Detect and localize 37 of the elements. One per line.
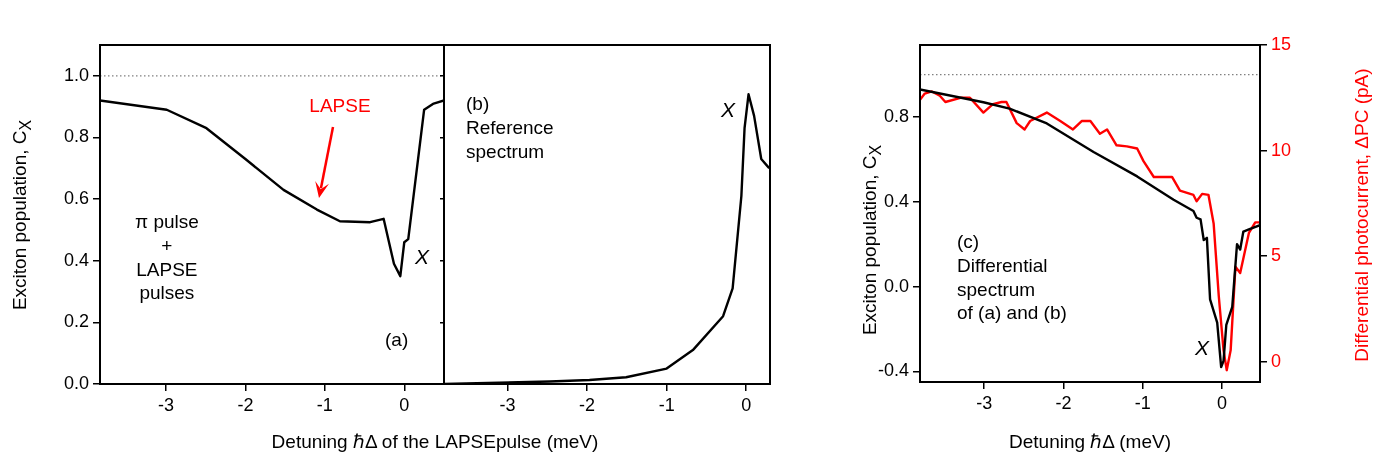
y-tick-label: 0.0 [883, 275, 909, 296]
x-tick-label: -2 [579, 394, 596, 415]
y-tick-label: -0.4 [877, 360, 909, 381]
x-tick-label: -3 [499, 394, 516, 415]
x-axis-title: Detuning ℏΔ of the LAPSEpulse (meV) [271, 430, 599, 454]
x-tick-label: -1 [1134, 392, 1151, 413]
annotation: LAPSE [309, 94, 371, 118]
x-tick-label: 0 [399, 394, 410, 415]
y-tick-label: 0.4 [883, 190, 909, 211]
annotation: X [414, 243, 430, 270]
x-tick-label: -3 [976, 392, 993, 413]
y-tick-label: 0.2 [63, 311, 89, 332]
y-tick-label: 0.8 [63, 126, 89, 147]
y2-axis-title: Differential photocurrent, ΔPC (pA) [1351, 68, 1373, 362]
y-tick-label: 0.8 [883, 106, 909, 127]
y2-tick-label: 15 [1271, 33, 1292, 54]
x-tick-label: -1 [316, 394, 333, 415]
y-tick-label: 0.0 [63, 372, 89, 393]
annotation: X [1194, 334, 1210, 361]
y2-tick-label: 0 [1271, 350, 1282, 371]
y-tick-label: 0.4 [63, 249, 89, 270]
y2-tick-label: 10 [1271, 139, 1292, 160]
x-tick-label: -2 [1055, 392, 1072, 413]
y-tick-label: 1.0 [63, 64, 89, 85]
annotation: X [720, 96, 736, 123]
x-axis-title: Detuning ℏΔ (meV) [1009, 430, 1171, 454]
x-tick-label: 0 [1216, 392, 1227, 413]
x-tick-label: -2 [237, 394, 254, 415]
x-tick-label: -3 [157, 394, 174, 415]
y2-tick-label: 5 [1271, 245, 1282, 266]
annotation: (b) Reference spectrum [466, 92, 554, 164]
annotation: (c) Differential spectrum of (a) and (b) [957, 230, 1067, 325]
y-tick-label: 0.6 [63, 188, 89, 209]
annotation: π pulse + LAPSE pulses [135, 210, 199, 305]
annotation: (a) [385, 328, 409, 352]
x-tick-label: 0 [741, 394, 752, 415]
x-tick-label: -1 [658, 394, 675, 415]
